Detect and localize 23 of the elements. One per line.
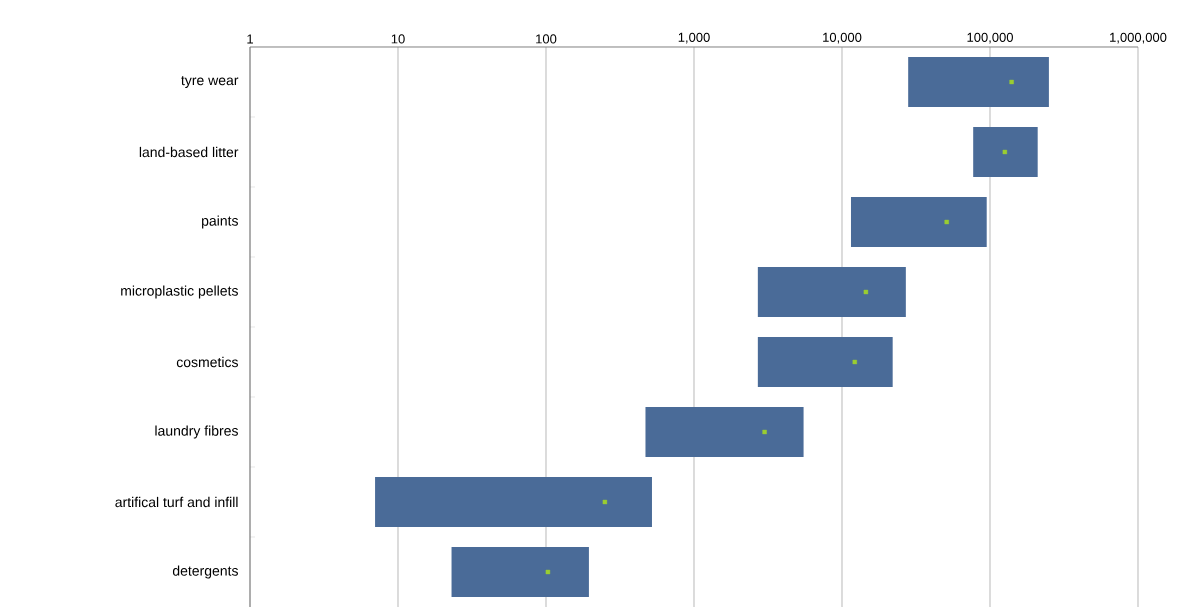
bar [375,476,652,527]
x-tick-label: 1,000 [678,32,710,44]
y-tick-label: cosmetics [176,356,238,368]
bar [973,126,1038,177]
y-tick-label: artifical turf and infill [115,496,238,508]
bar [451,546,589,597]
y-tick-label: tyre wear [181,76,239,88]
y-tick-label: microplastic pellets [121,285,238,299]
bar [757,336,893,387]
x-tick-label: 10 [391,34,405,44]
y-tick-label: land-based litter [139,146,239,158]
x-tick-label: 1 [247,34,253,44]
bar [850,196,987,247]
bar [757,266,906,317]
bar [645,406,804,457]
bar [908,56,1049,107]
x-tick-label: 100,000 [967,32,1013,44]
x-tick-label: 100 [536,34,557,44]
x-tick-label: 10,000 [823,32,862,44]
y-tick-label: paints [202,215,238,229]
x-tick-label: 1,000,000 [1110,32,1167,44]
y-tick-label: laundry fibres [155,425,238,439]
y-tick-label: detergents [172,565,238,579]
